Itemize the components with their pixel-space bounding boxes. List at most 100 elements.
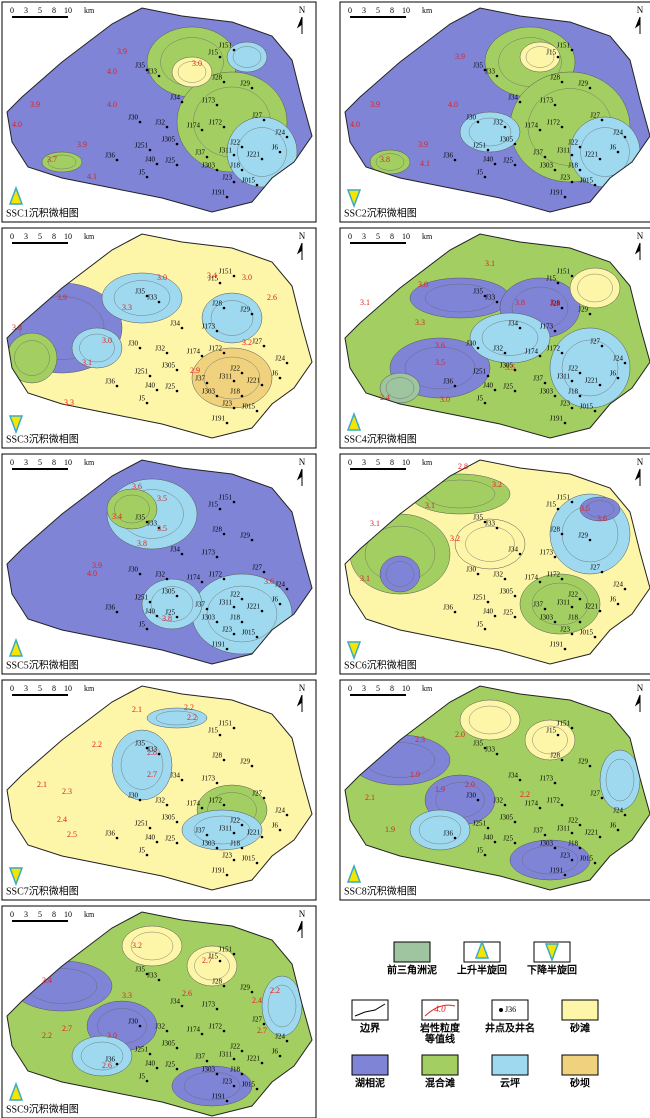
well-point bbox=[215, 168, 219, 172]
well-point bbox=[593, 409, 597, 413]
well-point bbox=[175, 1046, 179, 1050]
contour-label: 2.2 bbox=[92, 740, 102, 749]
well-point bbox=[115, 836, 119, 840]
contour-line bbox=[385, 377, 415, 399]
well-point bbox=[588, 764, 592, 768]
well-name: J28 bbox=[212, 526, 222, 534]
well-name: J5 bbox=[477, 169, 484, 177]
well-point bbox=[513, 615, 517, 619]
contour-label: 3.8 bbox=[12, 323, 22, 332]
well-point bbox=[556, 55, 560, 59]
contour-label: 3.2 bbox=[492, 480, 502, 489]
well-point bbox=[255, 183, 259, 187]
well-name: J32 bbox=[493, 571, 503, 579]
well-point bbox=[570, 274, 574, 278]
well-name: J34 bbox=[508, 546, 518, 554]
contour-label: 3.9 bbox=[455, 52, 465, 61]
legend-label: 湖相泥 bbox=[355, 1076, 385, 1089]
well-name: J305 bbox=[500, 362, 514, 370]
well-point bbox=[215, 620, 219, 624]
well-name: J22 bbox=[230, 817, 240, 825]
well-point bbox=[453, 836, 457, 840]
north-label: N bbox=[299, 683, 306, 693]
panel-title: SSC7沉积微相图 bbox=[6, 884, 79, 897]
well-name: J015 bbox=[580, 177, 594, 185]
well-name: J15 bbox=[546, 49, 556, 57]
facies-zone bbox=[549, 327, 631, 409]
scale-tick-label: 5 bbox=[38, 232, 42, 241]
well-point bbox=[205, 607, 209, 611]
north-arrow bbox=[634, 16, 641, 34]
well-name: J15 bbox=[208, 501, 218, 509]
well-name: J303 bbox=[202, 162, 216, 170]
contour-line bbox=[531, 582, 589, 626]
well-point bbox=[200, 354, 204, 358]
well-name: J37 bbox=[195, 827, 205, 835]
legend-well bbox=[499, 1008, 503, 1012]
contour-label: 3.6 bbox=[264, 577, 274, 586]
contour-label: 3.5 bbox=[505, 363, 515, 372]
well-name: J221 bbox=[585, 377, 599, 385]
well-point bbox=[175, 820, 179, 824]
well-point bbox=[225, 873, 229, 877]
well-point bbox=[215, 1007, 219, 1011]
well-name: J5 bbox=[139, 395, 146, 403]
well-point bbox=[486, 826, 490, 830]
contour-label: 2.6 bbox=[182, 989, 192, 998]
well-point bbox=[285, 813, 289, 817]
well-name: J25 bbox=[165, 157, 175, 165]
contour-label: 3.8 bbox=[380, 155, 390, 164]
contour-label: 4.0 bbox=[12, 120, 22, 129]
well-name: J305 bbox=[162, 588, 176, 596]
contour-line bbox=[468, 705, 512, 735]
well-point bbox=[616, 376, 620, 380]
contour-line bbox=[114, 494, 150, 524]
well-name: J33 bbox=[485, 520, 495, 528]
well-point bbox=[593, 861, 597, 865]
well-name: J251 bbox=[473, 368, 487, 376]
well-name: J251 bbox=[135, 368, 149, 376]
legend-label: 井点及井名 bbox=[485, 1021, 535, 1034]
well-name: J24 bbox=[275, 129, 285, 137]
well-name: J27 bbox=[590, 790, 600, 798]
contour-label: 3.1 bbox=[360, 298, 370, 307]
contour-label: 4.1 bbox=[420, 159, 430, 168]
well-name: J32 bbox=[493, 797, 503, 805]
well-point bbox=[495, 752, 499, 756]
well-point bbox=[588, 538, 592, 542]
well-point bbox=[616, 150, 620, 154]
well-name: J5 bbox=[139, 847, 146, 855]
well-point bbox=[588, 312, 592, 316]
contour-line bbox=[232, 46, 262, 68]
well-point bbox=[232, 952, 236, 956]
well-point bbox=[570, 153, 574, 157]
well-point bbox=[623, 587, 627, 591]
well-name: J33 bbox=[147, 746, 157, 754]
well-point bbox=[145, 294, 149, 298]
well-point bbox=[560, 351, 564, 355]
well-point bbox=[503, 351, 507, 355]
well-name: J015 bbox=[580, 855, 594, 863]
well-name: J27 bbox=[252, 1016, 262, 1024]
boundary bbox=[6, 459, 313, 665]
well-name: J174 bbox=[187, 574, 201, 582]
well-point bbox=[556, 733, 560, 737]
well-name: J24 bbox=[613, 355, 623, 363]
well-name: J151 bbox=[557, 268, 571, 276]
well-name: J30 bbox=[128, 340, 138, 348]
well-point bbox=[560, 577, 564, 581]
well-point bbox=[483, 401, 487, 405]
well-name: J6 bbox=[610, 370, 617, 378]
well-point bbox=[180, 100, 184, 104]
well-name: J27 bbox=[252, 564, 262, 572]
well-name: J33 bbox=[147, 972, 157, 980]
well-point bbox=[222, 984, 226, 988]
well-point bbox=[232, 1057, 236, 1061]
well-point bbox=[175, 142, 179, 146]
well-name: J305 bbox=[500, 588, 514, 596]
legend-label: 云坪 bbox=[500, 1076, 520, 1089]
contour-line bbox=[47, 154, 77, 170]
well-name: J305 bbox=[162, 136, 176, 144]
contour-label: 4.0 bbox=[87, 569, 97, 578]
